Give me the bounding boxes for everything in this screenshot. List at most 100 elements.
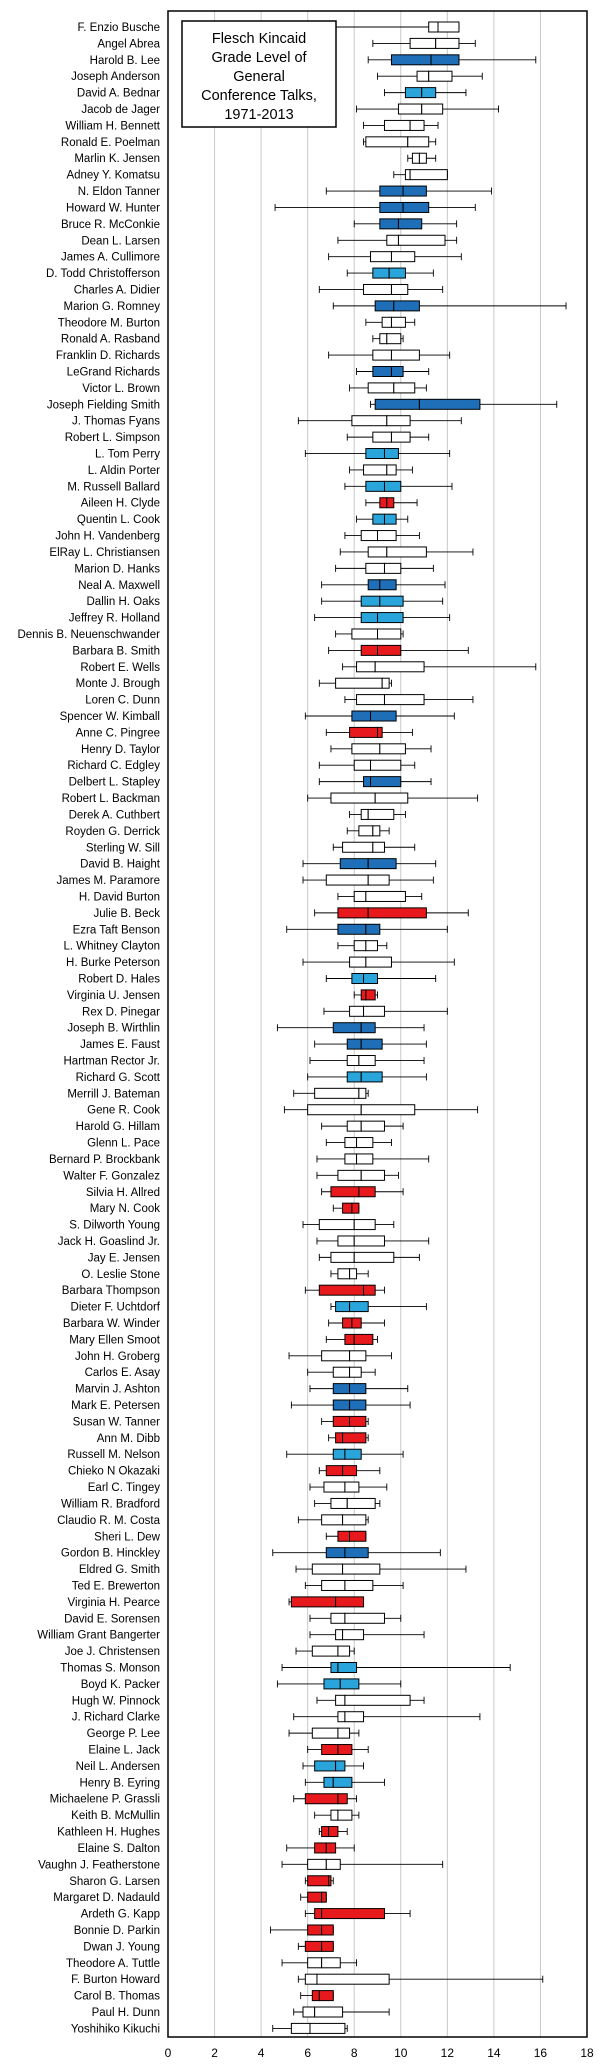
speaker-box bbox=[286, 923, 448, 935]
box-lower-half bbox=[351, 972, 365, 984]
speaker-label: L. Tom Perry bbox=[95, 449, 160, 461]
speaker-box bbox=[288, 1596, 365, 1608]
speaker-box bbox=[300, 1891, 327, 1903]
speaker-label: LeGrand Richards bbox=[67, 367, 161, 379]
box-lower-half bbox=[330, 1662, 339, 1673]
speaker-box bbox=[276, 1022, 425, 1034]
box-lower-half bbox=[356, 694, 385, 706]
speaker-label: Loren C. Dunn bbox=[85, 695, 160, 707]
speaker-box bbox=[349, 808, 406, 820]
box-lower-half bbox=[325, 874, 369, 886]
box-lower-half bbox=[314, 1087, 360, 1099]
speaker-label: David E. Sorensen bbox=[64, 1613, 160, 1625]
box-upper-half bbox=[332, 1776, 353, 1788]
speaker-box bbox=[328, 349, 451, 361]
box-upper-half bbox=[383, 513, 397, 525]
speaker-label: Henry B. Eyring bbox=[79, 1777, 160, 1789]
speaker-box bbox=[318, 283, 444, 295]
speaker-box bbox=[328, 644, 469, 656]
speaker-label: Mark E. Petersen bbox=[71, 1400, 160, 1412]
speaker-box bbox=[316, 1153, 430, 1165]
speaker-box bbox=[321, 595, 444, 607]
box-lower-half bbox=[379, 218, 399, 230]
box-lower-half bbox=[346, 1038, 362, 1050]
speaker-label: Ronald A. Rasband bbox=[61, 334, 160, 346]
box-lower-half bbox=[365, 136, 409, 148]
box-lower-half bbox=[330, 1809, 339, 1821]
speaker-label: Merrill J. Bateman bbox=[67, 1088, 160, 1100]
box-upper-half bbox=[383, 694, 425, 706]
speaker-label: Howard W. Hunter bbox=[66, 202, 160, 214]
box-upper-half bbox=[372, 841, 385, 853]
box-upper-half bbox=[360, 1071, 383, 1083]
speaker-label: William R. Bradford bbox=[61, 1498, 160, 1510]
speaker-label: William H. Bennett bbox=[65, 120, 160, 132]
box-lower-half bbox=[325, 1465, 344, 1477]
box-upper-half bbox=[390, 316, 406, 328]
box-lower-half bbox=[337, 907, 369, 919]
box-lower-half bbox=[337, 1169, 362, 1181]
speaker-box bbox=[328, 251, 462, 263]
speaker-label: Sharon G. Larsen bbox=[69, 1876, 160, 1888]
speaker-label: Joseph B. Wirthlin bbox=[67, 1023, 160, 1035]
box-upper-half bbox=[367, 858, 397, 870]
box-upper-half bbox=[363, 1284, 376, 1296]
box-upper-half bbox=[379, 743, 406, 755]
box-upper-half bbox=[325, 1858, 341, 1870]
speaker-box bbox=[325, 1333, 378, 1345]
speaker-box bbox=[309, 1383, 409, 1395]
box-upper-half bbox=[374, 792, 409, 804]
box-lower-half bbox=[332, 1022, 362, 1034]
speaker-label: Dieter F. Uchtdorf bbox=[71, 1302, 161, 1314]
speaker-label: Adney Y. Komatsu bbox=[66, 170, 160, 182]
speaker-label: Jacob de Jager bbox=[81, 104, 160, 116]
box-lower-half bbox=[307, 1891, 323, 1903]
box-upper-half bbox=[386, 497, 395, 509]
speaker-box bbox=[346, 267, 434, 279]
box-lower-half bbox=[307, 1957, 323, 1969]
speaker-box bbox=[393, 169, 448, 181]
box-upper-half bbox=[360, 1038, 383, 1050]
box-upper-half bbox=[321, 1924, 334, 1936]
speaker-label: Eldred G. Smith bbox=[79, 1564, 160, 1576]
speaker-label: Barbara B. Smith bbox=[72, 645, 160, 657]
speaker-label: Carlos E. Asay bbox=[85, 1367, 161, 1379]
speaker-box bbox=[314, 907, 469, 919]
speaker-box bbox=[384, 87, 467, 99]
speaker-box bbox=[342, 661, 537, 673]
speaker-label: Angel Abrea bbox=[97, 38, 160, 50]
box-upper-half bbox=[321, 1940, 334, 1952]
box-lower-half bbox=[379, 497, 388, 509]
speaker-label: Kathleen H. Hughes bbox=[57, 1827, 160, 1839]
box-lower-half bbox=[344, 1153, 358, 1165]
speaker-box bbox=[328, 1432, 369, 1444]
box-upper-half bbox=[363, 1005, 385, 1017]
speaker-box bbox=[325, 1137, 392, 1149]
speaker-label: Hugh W. Pinnock bbox=[72, 1695, 160, 1707]
chart-title: Flesch Kincaid Grade Level of General Confe… bbox=[181, 20, 337, 128]
box-lower-half bbox=[314, 1908, 323, 1920]
box-lower-half bbox=[353, 890, 367, 902]
x-tick-label: 6 bbox=[304, 2046, 311, 2060]
box-upper-half bbox=[370, 759, 402, 771]
x-tick-label: 10 bbox=[394, 2046, 408, 2060]
speaker-box bbox=[309, 1629, 425, 1641]
box-upper-half bbox=[374, 661, 425, 673]
speaker-box bbox=[309, 1612, 402, 1624]
speaker-label: Mary Ellen Smoot bbox=[69, 1334, 161, 1346]
speaker-box bbox=[370, 398, 558, 410]
speaker-box bbox=[297, 1940, 334, 1952]
speaker-label: Dwan J. Young bbox=[83, 1941, 160, 1953]
speaker-box bbox=[314, 1497, 381, 1509]
speaker-label: Anne C. Pingree bbox=[76, 727, 160, 739]
speaker-box bbox=[272, 1547, 441, 1559]
box-upper-half bbox=[377, 644, 402, 656]
speaker-box bbox=[330, 743, 432, 755]
speaker-box bbox=[349, 464, 413, 476]
speaker-box bbox=[286, 1448, 404, 1460]
box-lower-half bbox=[307, 1858, 327, 1870]
box-lower-half bbox=[404, 169, 411, 181]
speaker-box bbox=[307, 1744, 369, 1756]
speaker-box bbox=[344, 480, 453, 492]
plot-area-border bbox=[167, 10, 588, 2038]
